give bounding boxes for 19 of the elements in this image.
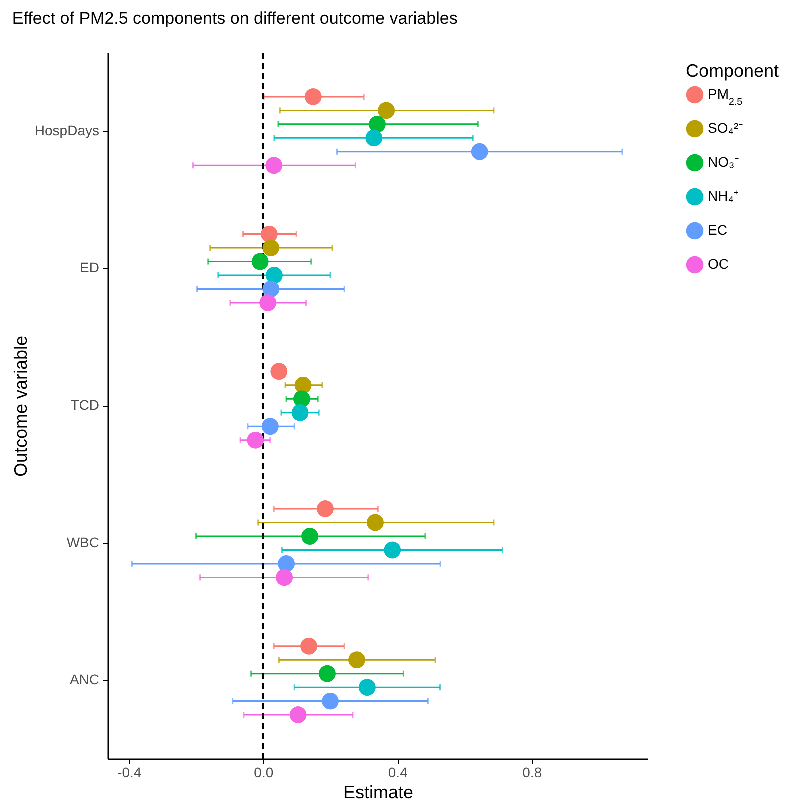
x-axis-title: Estimate bbox=[343, 782, 414, 802]
legend-label: SO₄²⁻ bbox=[708, 120, 744, 136]
x-tick-label: 0.4 bbox=[388, 764, 408, 780]
legend-label: NH₄⁺ bbox=[708, 188, 739, 204]
y-tick-label: ANC bbox=[70, 672, 100, 688]
y-tick-label: HospDays bbox=[34, 122, 100, 138]
legend-title: Component bbox=[686, 61, 780, 81]
legend-label: PM$_{2.5}$ bbox=[708, 86, 744, 108]
y-tick-label: WBC bbox=[66, 534, 100, 550]
y-tick-label: ED bbox=[80, 260, 100, 276]
chart-title: Effect of PM2.5 components on different outcome variables bbox=[12, 9, 458, 28]
x-tick-label: -0.4 bbox=[118, 764, 142, 780]
legend-label: OC bbox=[708, 256, 729, 272]
x-tick-label: 0.0 bbox=[254, 764, 274, 780]
legend-label: EC bbox=[708, 222, 728, 238]
y-axis-title: Outcome variable bbox=[10, 336, 31, 478]
x-tick-label: 0.8 bbox=[522, 764, 542, 780]
y-tick-label: TCD bbox=[70, 397, 100, 413]
legend-label: NO₃⁻ bbox=[708, 154, 740, 170]
